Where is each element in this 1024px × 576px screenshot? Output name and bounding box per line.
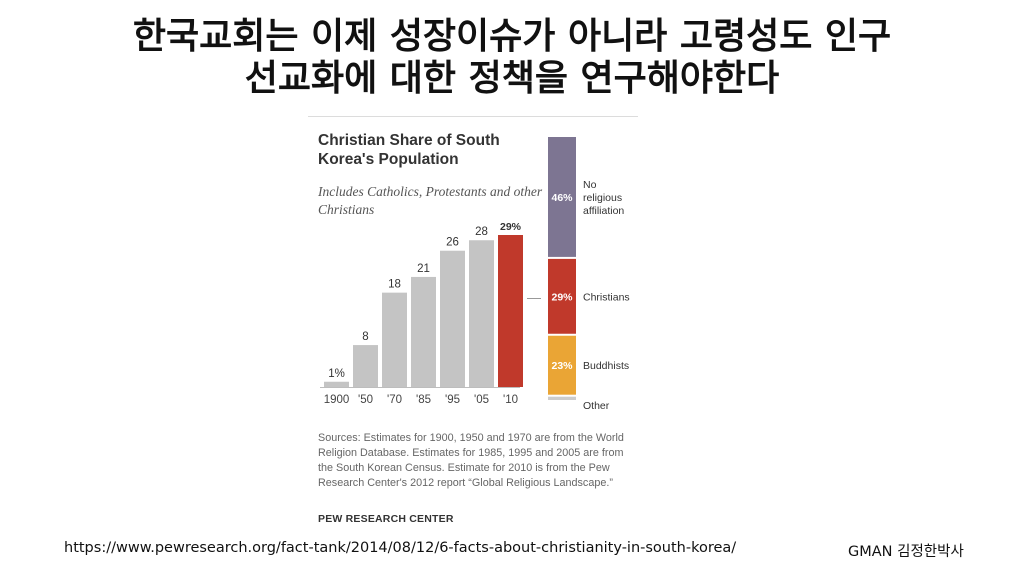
chart-credit: PEW RESEARCH CENTER: [318, 513, 454, 525]
bar-3: [411, 276, 436, 387]
stack-label-0-1: religious: [583, 192, 622, 204]
bar-5: [469, 240, 494, 387]
bar-value-label-0: 1%: [328, 368, 345, 380]
x-tick-label-6: '10: [503, 394, 518, 406]
slide-title: 한국교회는 이제 성장이슈가 아니라 고령성도 인구 선교화에 대한 정책을 연…: [0, 16, 1024, 100]
x-tick-label-5: '05: [474, 394, 489, 406]
bar-1: [353, 345, 378, 387]
stack-label-3-0: Other: [583, 400, 610, 412]
chart-title: Christian Share of South Korea's Populat…: [318, 132, 500, 168]
bar-6: [498, 235, 523, 387]
bar-0: [324, 381, 349, 387]
stack-segment-1: [548, 258, 576, 334]
slide-title-line-2: 선교화에 대한 정책을 연구해야한다: [244, 58, 780, 99]
bar-value-label-3: 21: [417, 263, 430, 275]
chart-source-note: Sources: Estimates for 1900, 1950 and 19…: [318, 432, 624, 489]
chart-subtitle: Includes Catholics, Protestants and othe…: [318, 184, 543, 217]
bar-value-label-2: 18: [388, 279, 401, 291]
x-tick-label-4: '95: [445, 394, 460, 406]
x-tick-label-2: '70: [387, 394, 402, 406]
bar-2: [382, 292, 407, 387]
stack-segment-3: [548, 396, 576, 400]
bar-value-label-6: 29%: [500, 221, 522, 233]
stack-label-1-0: Christians: [583, 291, 630, 303]
stack-segment-2: [548, 335, 576, 395]
source-url: https://www.pewresearch.org/fact-tank/20…: [64, 540, 737, 556]
slide-title-line-1: 한국교회는 이제 성장이슈가 아니라 고령성도 인구: [132, 16, 892, 57]
author-credit: GMAN 김정한박사: [848, 544, 964, 560]
bar-value-label-5: 28: [475, 226, 488, 238]
stack-value-label-1: 29%: [551, 291, 573, 303]
x-tick-label-1: '50: [358, 394, 373, 406]
stack-label-2-0: Buddhists: [583, 360, 629, 372]
stack-value-label-2: 23%: [551, 360, 573, 372]
chart-svg: 1% 1900 8 '50 18 '70 21 '85 26 '95 28 '05 29% '10 46% N…: [320, 137, 630, 412]
chart-panel: Christian Share of South Korea's Populat…: [308, 116, 638, 539]
stack-label-0-2: affiliation: [583, 205, 624, 217]
stack-label-0-0: No: [583, 179, 597, 191]
stack-segment-0: [548, 137, 576, 257]
bar-value-label-1: 8: [362, 331, 368, 343]
bar-4: [440, 250, 465, 387]
stack-value-label-0: 46%: [551, 192, 573, 204]
x-tick-label-3: '85: [416, 394, 431, 406]
x-tick-label-0: 1900: [324, 394, 350, 406]
bar-value-label-4: 26: [446, 237, 459, 249]
